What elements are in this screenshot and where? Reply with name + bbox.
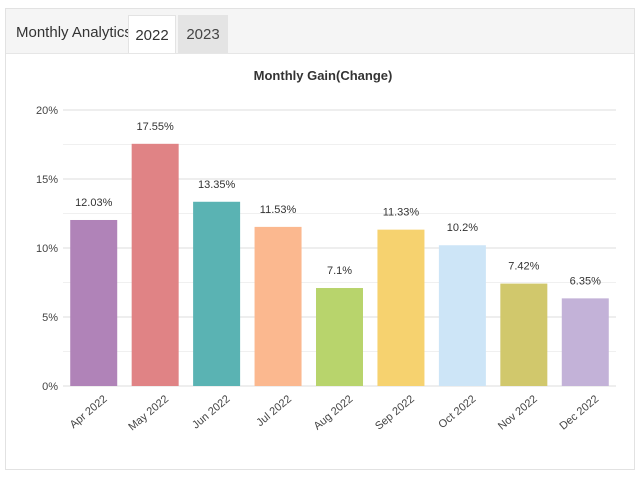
bar[interactable]	[70, 219, 118, 386]
bar[interactable]	[254, 226, 302, 386]
tab-2022[interactable]: 2022	[128, 15, 176, 53]
x-tick-label: Dec 2022	[557, 393, 601, 432]
bar[interactable]	[377, 229, 425, 386]
y-tick-label: 0%	[42, 381, 58, 393]
bars	[70, 143, 609, 386]
x-tick-label: May 2022	[126, 393, 171, 433]
x-axis-ticks: Apr 2022 May 2022 Jun 2022 Jul 2022 Aug 2022…	[68, 393, 601, 433]
x-tick-label: Jul 2022	[254, 393, 294, 429]
data-label: 7.42%	[508, 261, 539, 273]
y-tick-label: 5%	[42, 312, 58, 324]
data-label: 17.55%	[137, 121, 175, 133]
y-tick-label: 15%	[36, 174, 58, 186]
data-labels: 12.03% 17.55% 13.35% 11.53% 7.1% 11.33% 10.2% 7…	[75, 121, 601, 288]
data-label: 10.2%	[447, 222, 478, 234]
tab-2023[interactable]: 2023	[178, 15, 228, 53]
data-label: 11.53%	[260, 204, 297, 216]
bar[interactable]	[193, 201, 241, 386]
x-tick-label: Oct 2022	[436, 393, 478, 431]
bar[interactable]	[500, 283, 548, 386]
y-tick-label: 20%	[36, 105, 58, 117]
x-tick-label: Aug 2022	[312, 393, 356, 432]
x-tick-label: Jun 2022	[190, 393, 232, 431]
data-label: 11.33%	[383, 207, 420, 219]
data-label: 7.1%	[327, 265, 352, 277]
chart-title: Monthly Gain(Change)	[254, 68, 393, 83]
y-tick-label: 10%	[36, 243, 58, 255]
data-label: 12.03%	[75, 197, 113, 209]
tab-bar-title: Monthly Analytics	[16, 24, 132, 41]
bar[interactable]	[316, 288, 363, 386]
x-tick-label: Sep 2022	[373, 393, 417, 432]
y-axis-ticks: 0% 5% 10% 15% 20%	[36, 105, 58, 393]
bar[interactable]	[561, 298, 609, 386]
x-tick-label: Nov 2022	[496, 393, 540, 432]
x-tick-label: Apr 2022	[68, 393, 110, 431]
tab-bar: Monthly Analytics 2022 2023	[6, 9, 634, 54]
data-label: 6.35%	[570, 275, 601, 287]
bar[interactable]	[438, 245, 486, 386]
data-label: 13.35%	[198, 179, 236, 191]
bar[interactable]	[131, 143, 179, 386]
